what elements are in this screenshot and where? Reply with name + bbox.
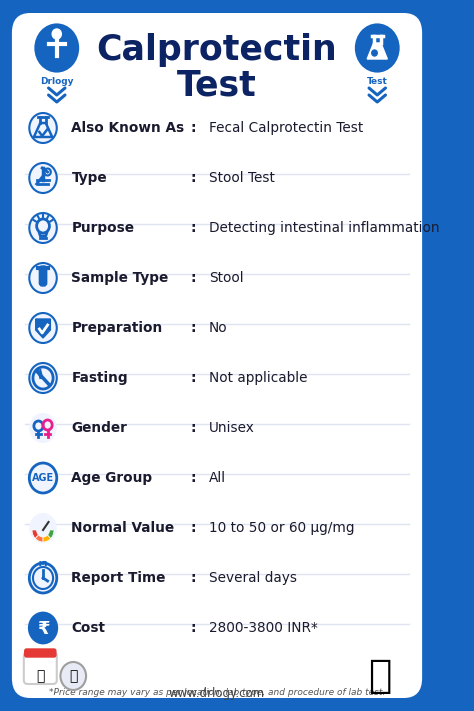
Text: Cost: Cost	[72, 621, 105, 635]
Text: Stool Test: Stool Test	[209, 171, 274, 185]
Circle shape	[29, 613, 57, 643]
Text: Gender: Gender	[72, 421, 128, 435]
Circle shape	[29, 113, 57, 143]
Text: Several days: Several days	[209, 571, 297, 585]
Text: www.drlogy.com: www.drlogy.com	[169, 688, 265, 700]
Text: Normal Value: Normal Value	[72, 521, 174, 535]
Text: Also Known As: Also Known As	[72, 121, 184, 135]
Text: :: :	[191, 121, 196, 135]
Text: 2800-3800 INR*: 2800-3800 INR*	[209, 621, 318, 635]
Circle shape	[29, 363, 57, 393]
Circle shape	[29, 513, 57, 543]
Text: Calprotectin: Calprotectin	[97, 33, 337, 67]
FancyBboxPatch shape	[12, 13, 422, 698]
Text: :: :	[191, 371, 196, 385]
Text: :: :	[191, 471, 196, 485]
Text: Preparation: Preparation	[72, 321, 163, 335]
FancyBboxPatch shape	[39, 266, 47, 286]
Circle shape	[372, 50, 377, 56]
Circle shape	[52, 29, 61, 39]
Text: Fasting: Fasting	[72, 371, 128, 385]
Circle shape	[29, 463, 57, 493]
Text: 💩: 💩	[36, 669, 45, 683]
Text: 🔬: 🔬	[69, 669, 77, 683]
Text: :: :	[191, 221, 196, 235]
Text: Sample Type: Sample Type	[72, 271, 169, 285]
Text: No: No	[209, 321, 228, 335]
Wedge shape	[32, 530, 38, 538]
Polygon shape	[36, 319, 50, 338]
Text: ₹: ₹	[37, 619, 49, 638]
Text: Report Time: Report Time	[72, 571, 166, 585]
Wedge shape	[43, 535, 51, 542]
FancyBboxPatch shape	[25, 649, 56, 657]
Circle shape	[29, 263, 57, 293]
Text: :: :	[191, 571, 196, 585]
Text: :: :	[191, 521, 196, 535]
Text: :: :	[191, 171, 196, 185]
Text: 10 to 50 or 60 μg/mg: 10 to 50 or 60 μg/mg	[209, 521, 354, 535]
Circle shape	[29, 313, 57, 343]
Circle shape	[29, 413, 57, 443]
Text: :: :	[191, 621, 196, 635]
Wedge shape	[47, 530, 54, 538]
Polygon shape	[367, 43, 387, 59]
Text: Test: Test	[177, 69, 257, 103]
Circle shape	[29, 213, 57, 243]
Wedge shape	[35, 535, 43, 542]
Text: *Price range may vary as per location, lab type, and procedure of lab test.: *Price range may vary as per location, l…	[49, 688, 385, 697]
Text: Not applicable: Not applicable	[209, 371, 307, 385]
Text: :: :	[191, 421, 196, 435]
Circle shape	[29, 163, 57, 193]
Text: 🫁: 🫁	[368, 657, 392, 695]
Text: :: :	[191, 271, 196, 285]
Circle shape	[33, 22, 81, 74]
Text: AGE: AGE	[32, 473, 54, 483]
Text: Unisex: Unisex	[209, 421, 255, 435]
Circle shape	[60, 662, 86, 690]
Text: All: All	[209, 471, 226, 485]
Text: Age Group: Age Group	[72, 471, 153, 485]
Text: Detecting intestinal inflammation: Detecting intestinal inflammation	[209, 221, 439, 235]
Text: Type: Type	[72, 171, 107, 185]
Circle shape	[354, 22, 401, 74]
Text: Test: Test	[367, 77, 388, 86]
Text: Fecal Calprotectin Test: Fecal Calprotectin Test	[209, 121, 363, 135]
Circle shape	[29, 563, 57, 593]
Text: Stool: Stool	[209, 271, 243, 285]
FancyBboxPatch shape	[24, 652, 57, 684]
Text: Drlogy: Drlogy	[40, 77, 73, 86]
Text: Purpose: Purpose	[72, 221, 135, 235]
Text: :: :	[191, 321, 196, 335]
